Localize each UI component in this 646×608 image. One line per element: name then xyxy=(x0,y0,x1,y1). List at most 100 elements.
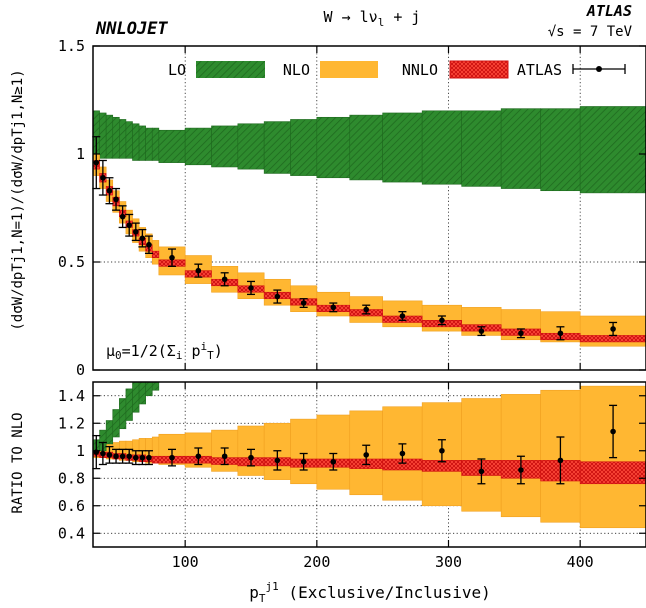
x-axis-label-p: p xyxy=(249,583,259,602)
bottom-xtick-label-1: 200 xyxy=(303,553,330,571)
scale-close: ) xyxy=(214,342,223,360)
atlas-point-9 xyxy=(168,248,176,267)
x-axis-label-sup: j1 xyxy=(266,580,279,593)
nlo-ratio-band-16 xyxy=(316,414,351,490)
atlas-ratio-point-13 xyxy=(273,450,282,471)
x-axis-label: pTj1 (Exclusive/Inclusive) xyxy=(249,580,490,605)
atlas-point-8 xyxy=(144,235,153,255)
atlas-ratio-point-1 xyxy=(98,441,107,466)
atlas-point-11 xyxy=(220,272,229,287)
scale-mu: μ xyxy=(106,342,115,360)
bottom-panel-data xyxy=(92,404,618,485)
top-panel-ticks: 0 0.5 1 1.5 xyxy=(58,37,646,379)
top-ytick-label-3: 1.5 xyxy=(58,37,85,55)
atlas-ratio-point-marker-18 xyxy=(439,447,445,454)
scale-eq: =1/2(Σ xyxy=(122,342,176,360)
scale-p-sup: i xyxy=(201,340,208,353)
atlas-point-marker-20 xyxy=(518,330,524,337)
lo-band-14 xyxy=(263,121,291,174)
atlas-point-18 xyxy=(437,315,446,326)
atlas-point-marker-16 xyxy=(363,306,370,313)
legend-lo-label: LO xyxy=(168,61,186,79)
atlas-ratio-point-marker-4 xyxy=(119,453,126,460)
lo-band-3 xyxy=(112,116,120,159)
bottom-panel-frame xyxy=(92,381,646,548)
nlo-ratio-band-20 xyxy=(461,398,502,512)
atlas-point-marker-7 xyxy=(139,235,146,242)
atlas-point-marker-12 xyxy=(248,285,254,291)
atlas-ratio-point-marker-20 xyxy=(518,467,524,473)
atlas-point-21 xyxy=(556,326,565,341)
atlas-ratio-point-marker-7 xyxy=(139,454,146,461)
lo-ratio-band-2 xyxy=(105,420,114,445)
y-axis-label-bottom: RATIO TO NLO xyxy=(10,412,26,513)
x-axis-label-sub: T xyxy=(259,592,266,605)
atlas-point-marker-6 xyxy=(132,228,139,235)
atlas-point-marker-21 xyxy=(557,330,564,337)
scale-annotation: μ0=1/2(Σi piT) xyxy=(106,340,223,362)
atlas-point-13 xyxy=(273,289,282,304)
atlas-ratio-point-marker-15 xyxy=(330,458,337,465)
atlas-point-marker-13 xyxy=(274,293,281,300)
experiment-label: ATLAS xyxy=(586,2,632,20)
lo-band-11 xyxy=(184,127,212,166)
atlas-point-22 xyxy=(609,321,618,337)
lo-band-9 xyxy=(151,127,160,161)
atlas-point-marker-19 xyxy=(478,328,485,334)
lo-band-10 xyxy=(158,129,186,163)
scale-p-sub: T xyxy=(207,349,214,362)
atlas-point-marker-8 xyxy=(146,241,152,248)
atlas-point-marker-4 xyxy=(119,213,126,220)
legend-nlo-swatch xyxy=(320,61,378,78)
lo-band-8 xyxy=(145,127,153,161)
atlas-ratio-point-12 xyxy=(247,448,255,467)
atlas-point-12 xyxy=(247,280,255,296)
atlas-ratio-point-17 xyxy=(398,443,407,464)
bottom-xtick-label-2: 300 xyxy=(435,553,462,571)
process-main: W → lν xyxy=(324,8,378,26)
atlas-point-2 xyxy=(105,177,114,205)
atlas-point-marker-14 xyxy=(300,300,307,306)
atlas-point-16 xyxy=(362,304,371,315)
legend-atlas-label: ATLAS xyxy=(517,61,562,79)
lo-ratio-band-5 xyxy=(125,388,133,421)
lo-ratio-band-7 xyxy=(138,382,146,405)
atlas-ratio-point-8 xyxy=(144,450,153,466)
atlas-point-marker-5 xyxy=(126,222,133,229)
atlas-point-marker-17 xyxy=(399,313,406,319)
atlas-ratio-point-marker-3 xyxy=(113,453,119,460)
lo-ratio-band-3 xyxy=(112,409,120,438)
atlas-ratio-point-14 xyxy=(299,452,308,471)
atlas-point-1 xyxy=(98,159,107,196)
atlas-ratio-point-marker-5 xyxy=(126,453,133,460)
atlas-ratio-point-marker-13 xyxy=(274,457,281,464)
nlo-ratio-band-21 xyxy=(500,394,541,518)
atlas-ratio-point-21 xyxy=(556,436,565,485)
bottom-xtick-label-3: 400 xyxy=(567,553,594,571)
atlas-point-marker-10 xyxy=(195,267,202,274)
atlas-ratio-point-16 xyxy=(362,444,371,466)
lo-band-4 xyxy=(119,119,127,159)
atlas-ratio-point-marker-9 xyxy=(169,454,175,461)
atlas-point-10 xyxy=(194,263,203,278)
atlas-ratio-point-marker-10 xyxy=(195,453,202,460)
atlas-ratio-point-marker-22 xyxy=(610,428,616,435)
lo-band-23 xyxy=(579,106,646,194)
legend: LO NLO NNLO ATLAS xyxy=(168,60,626,79)
legend-atlas-marker xyxy=(572,64,626,74)
scale-p: p xyxy=(182,342,200,360)
nnlo-ratio-band-23 xyxy=(579,461,646,485)
scale-sum-index: i xyxy=(176,349,183,362)
bottom-ytick-label-5: 1.4 xyxy=(58,387,85,405)
legend-nnlo-swatch xyxy=(449,60,509,79)
lo-ratio-band-8 xyxy=(145,382,153,397)
atlas-ratio-point-marker-19 xyxy=(478,468,485,475)
lo-ratio-band-9 xyxy=(151,382,160,391)
atlas-ratio-point-9 xyxy=(168,448,176,467)
bottom-ytick-label-1: 0.6 xyxy=(58,497,85,515)
atlas-point-marker-11 xyxy=(221,276,228,283)
atlas-point-4 xyxy=(118,205,127,229)
process-sub: l xyxy=(378,16,385,29)
process-suffix: + j xyxy=(384,8,420,26)
